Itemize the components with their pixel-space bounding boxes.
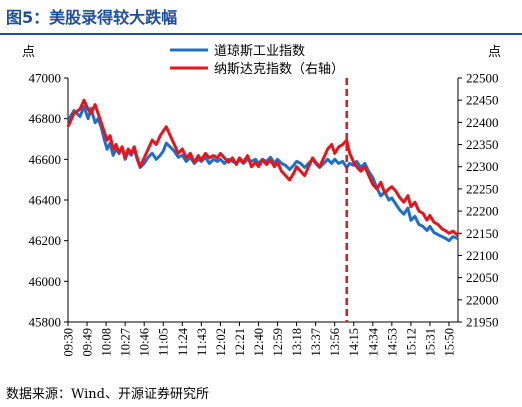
x-tick-label: 11:05 bbox=[157, 328, 171, 356]
source-note: 数据来源：Wind、开源证券研究所 bbox=[6, 387, 209, 402]
right-tick-label: 22400 bbox=[466, 115, 499, 130]
x-tick-label: 10:08 bbox=[100, 328, 114, 356]
x-tick-label: 13:37 bbox=[309, 328, 323, 356]
left-tick-label: 46600 bbox=[29, 152, 62, 167]
x-tick-label: 13:18 bbox=[290, 328, 304, 356]
right-tick-label: 22050 bbox=[466, 270, 499, 285]
left-tick-label: 46000 bbox=[29, 274, 62, 289]
left-tick-label: 46200 bbox=[29, 233, 62, 248]
x-tick-label: 14:34 bbox=[366, 327, 380, 356]
left-tick-label: 46400 bbox=[29, 193, 62, 208]
left-axis: 47000 46800 46600 46400 46200 46000 45800 bbox=[29, 71, 68, 330]
right-tick-label: 22450 bbox=[466, 93, 499, 108]
dow-jones-series-line bbox=[66, 105, 459, 243]
x-tick-label: 12:02 bbox=[214, 328, 228, 356]
x-tick-label: 09:30 bbox=[62, 328, 76, 356]
x-tick-label: 12:59 bbox=[271, 328, 285, 356]
x-tick-label: 13:56 bbox=[328, 328, 342, 356]
x-tick-label: 14:15 bbox=[347, 328, 361, 356]
legend-label-nasdaq: 纳斯达克指数（右轴） bbox=[214, 62, 344, 77]
figure-title: 图5：美股录得较大跌幅 bbox=[6, 8, 178, 27]
x-tick-label: 14:53 bbox=[385, 328, 399, 356]
plot-frame bbox=[67, 78, 459, 323]
x-tick-label: 15:31 bbox=[423, 328, 437, 356]
x-tick-label: 11:24 bbox=[176, 327, 190, 356]
left-axis-unit: 点 bbox=[22, 45, 35, 60]
left-tick-label: 45800 bbox=[29, 315, 62, 330]
right-tick-label: 22000 bbox=[466, 292, 499, 307]
right-tick-label: 22350 bbox=[466, 137, 499, 152]
x-tick-label: 10:27 bbox=[119, 328, 133, 356]
right-tick-label: 22250 bbox=[466, 181, 499, 196]
left-tick-label: 46800 bbox=[29, 111, 62, 126]
right-tick-label: 22150 bbox=[466, 226, 499, 241]
x-tick-label: 12:40 bbox=[252, 328, 266, 356]
right-tick-label: 22100 bbox=[466, 248, 499, 263]
right-axis-unit: 点 bbox=[488, 45, 501, 60]
x-tick-label: 09:49 bbox=[81, 328, 95, 356]
right-tick-label: 22200 bbox=[466, 204, 499, 219]
title-underline bbox=[0, 33, 522, 35]
series-layer bbox=[66, 98, 459, 243]
legend-label-dow-jones: 道琼斯工业指数 bbox=[214, 44, 305, 59]
right-tick-label: 22500 bbox=[466, 71, 499, 86]
x-tick-label: 10:46 bbox=[138, 328, 152, 356]
right-axis: 22500 22450 22400 22350 22300 22250 22200 22150… bbox=[458, 71, 499, 330]
right-tick-label: 22300 bbox=[466, 159, 499, 174]
x-tick-label: 11:43 bbox=[195, 328, 209, 356]
x-tick-label: 15:12 bbox=[404, 328, 418, 356]
x-tick-label: 12:21 bbox=[233, 328, 247, 356]
x-tick-label: 15:50 bbox=[442, 328, 456, 356]
x-axis: 09:30 09:49 10:08 10:27 10:46 11:05 11:24 11:43… bbox=[62, 322, 456, 356]
figure-title-bar: 图5：美股录得较大跌幅 bbox=[0, 0, 522, 35]
right-tick-label: 21950 bbox=[466, 315, 499, 330]
left-tick-label: 47000 bbox=[29, 71, 62, 86]
line-chart: 47000 46800 46600 46400 46200 46000 45800 2250… bbox=[22, 44, 501, 356]
nasdaq-series-line bbox=[66, 98, 459, 237]
